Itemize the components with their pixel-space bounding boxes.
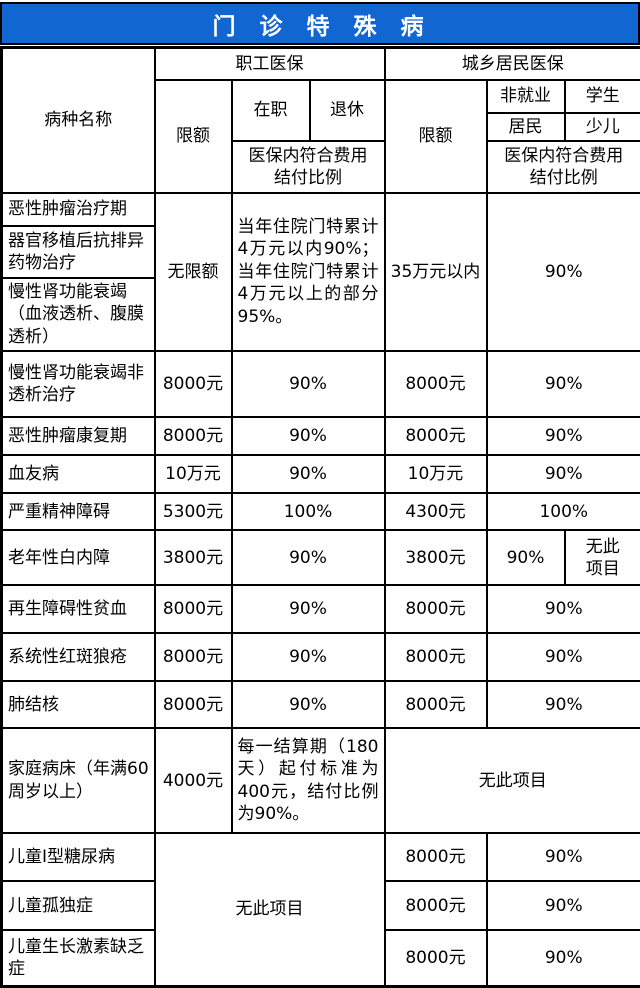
cell-res-student-ratio: 无此 项目 xyxy=(565,530,640,585)
table-row: 儿童Ⅰ型糖尿病 无此项目 8000元 90% xyxy=(2,833,640,881)
cell-res-limit: 4300元 xyxy=(385,493,487,530)
cell-disease-name: 肺结核 xyxy=(2,681,155,728)
cell-disease-name: 恶性肿瘤治疗期 xyxy=(2,193,155,226)
cell-emp-ratio: 90% xyxy=(232,585,385,633)
cell-disease-name: 器官移植后抗排异药物治疗 xyxy=(2,226,155,278)
cell-res-limit: 10万元 xyxy=(385,455,487,493)
table-row: 家庭病床（年满60周岁以上） 4000元 每一结算期（180天）起付标准为400… xyxy=(2,728,640,833)
header-non-employed-bottom: 居民 xyxy=(487,113,565,141)
cell-res-limit: 8000元 xyxy=(385,681,487,728)
header-res-ratio-line1: 医保内符合费用 xyxy=(492,145,637,167)
cell-disease-name: 血友病 xyxy=(2,455,155,493)
header-employed: 在职 xyxy=(232,80,310,141)
cell-emp-limit: 8000元 xyxy=(155,681,232,728)
cell-res-ratio: 90% xyxy=(487,193,640,351)
cell-res-limit: 8000元 xyxy=(385,930,487,986)
cell-disease-name: 严重精神障碍 xyxy=(2,493,155,530)
cell-emp-ratio: 90% xyxy=(232,455,385,493)
cell-res-ratio: 100% xyxy=(487,493,640,530)
header-resident-group: 城乡居民医保 xyxy=(385,48,640,80)
header-emp-ratio-line1: 医保内符合费用 xyxy=(237,145,380,167)
header-disease-name: 病种名称 xyxy=(2,48,155,193)
cell-emp-ratio: 100% xyxy=(232,493,385,530)
table-row: 恶性肿瘤治疗期 无限额 当年住院门特累计4万元以内90%；当年住院门特累计4万元… xyxy=(2,193,640,226)
header-res-ratio-line2: 结付比例 xyxy=(492,167,637,189)
table-row: 肺结核 8000元 90% 8000元 90% xyxy=(2,681,640,728)
cell-emp-not-applicable: 无此项目 xyxy=(155,833,385,986)
cell-disease-name: 家庭病床（年满60周岁以上） xyxy=(2,728,155,833)
cell-res-ratio: 90% xyxy=(487,930,640,986)
cell-res-limit: 3800元 xyxy=(385,530,487,585)
cell-emp-limit: 无限额 xyxy=(155,193,232,351)
cell-disease-name: 系统性红斑狼疮 xyxy=(2,633,155,681)
header-emp-limit: 限额 xyxy=(155,80,232,193)
cell-res-not-applicable: 无此项目 xyxy=(385,728,640,833)
cell-res-limit: 8000元 xyxy=(385,833,487,881)
cell-emp-limit: 8000元 xyxy=(155,585,232,633)
cell-disease-name: 恶性肿瘤康复期 xyxy=(2,417,155,455)
cell-disease-name: 老年性白内障 xyxy=(2,530,155,585)
header-employee-group: 职工医保 xyxy=(155,48,385,80)
table-row: 老年性白内障 3800元 90% 3800元 90% 无此 项目 xyxy=(2,530,640,585)
cell-res-student-ratio-line1: 无此 xyxy=(570,536,637,558)
header-retired: 退休 xyxy=(310,80,385,141)
cell-res-limit: 8000元 xyxy=(385,633,487,681)
header-emp-ratio-line2: 结付比例 xyxy=(237,167,380,189)
cell-res-nonemployed-ratio: 90% xyxy=(487,530,565,585)
table-row: 系统性红斑狼疮 8000元 90% 8000元 90% xyxy=(2,633,640,681)
cell-res-ratio: 90% xyxy=(487,633,640,681)
header-non-employed-top: 非就业 xyxy=(487,80,565,113)
cell-emp-limit: 3800元 xyxy=(155,530,232,585)
cell-emp-limit: 10万元 xyxy=(155,455,232,493)
cell-disease-name: 儿童孤独症 xyxy=(2,881,155,930)
cell-res-ratio: 90% xyxy=(487,455,640,493)
table-row: 恶性肿瘤康复期 8000元 90% 8000元 90% xyxy=(2,417,640,455)
cell-disease-name: 慢性肾功能衰竭（血液透析、腹膜透析） xyxy=(2,278,155,351)
header-res-ratio: 医保内符合费用 结付比例 xyxy=(487,141,640,193)
cell-emp-ratio: 90% xyxy=(232,633,385,681)
cell-emp-limit: 8000元 xyxy=(155,351,232,417)
cell-res-limit: 8000元 xyxy=(385,881,487,930)
header-student-bottom: 少儿 xyxy=(565,113,640,141)
header-res-limit: 限额 xyxy=(385,80,487,193)
cell-emp-ratio: 90% xyxy=(232,351,385,417)
table-header-row: 病种名称 职工医保 城乡居民医保 xyxy=(2,48,640,80)
cell-emp-limit: 5300元 xyxy=(155,493,232,530)
cell-res-limit: 8000元 xyxy=(385,417,487,455)
cell-disease-name: 慢性肾功能衰竭非透析治疗 xyxy=(2,351,155,417)
benefits-table: 病种名称 职工医保 城乡居民医保 限额 在职 退休 限额 非就业 学生 居民 少… xyxy=(0,46,640,988)
cell-emp-limit: 8000元 xyxy=(155,633,232,681)
cell-emp-ratio: 90% xyxy=(232,530,385,585)
cell-emp-ratio: 90% xyxy=(232,417,385,455)
cell-emp-limit: 8000元 xyxy=(155,417,232,455)
cell-res-ratio: 90% xyxy=(487,417,640,455)
cell-res-student-ratio-line2: 项目 xyxy=(570,558,637,580)
cell-emp-ratio: 当年住院门特累计4万元以内90%；当年住院门特累计4万元以上的部分95%。 xyxy=(232,193,385,351)
cell-res-ratio: 90% xyxy=(487,681,640,728)
table-row: 慢性肾功能衰竭非透析治疗 8000元 90% 8000元 90% xyxy=(2,351,640,417)
header-emp-ratio: 医保内符合费用 结付比例 xyxy=(232,141,385,193)
cell-res-ratio: 90% xyxy=(487,585,640,633)
cell-res-ratio: 90% xyxy=(487,351,640,417)
cell-res-ratio: 90% xyxy=(487,833,640,881)
cell-res-limit: 35万元以内 xyxy=(385,193,487,351)
cell-emp-ratio: 每一结算期（180天）起付标准为400元，结付比例为90%。 xyxy=(232,728,385,833)
table-row: 血友病 10万元 90% 10万元 90% xyxy=(2,455,640,493)
cell-emp-ratio: 90% xyxy=(232,681,385,728)
page-title: 门 诊 特 殊 病 xyxy=(0,2,640,45)
cell-disease-name: 儿童Ⅰ型糖尿病 xyxy=(2,833,155,881)
cell-res-limit: 8000元 xyxy=(385,585,487,633)
cell-res-limit: 8000元 xyxy=(385,351,487,417)
cell-res-ratio: 90% xyxy=(487,881,640,930)
cell-disease-name: 再生障碍性贫血 xyxy=(2,585,155,633)
table-row: 再生障碍性贫血 8000元 90% 8000元 90% xyxy=(2,585,640,633)
table-row: 严重精神障碍 5300元 100% 4300元 100% xyxy=(2,493,640,530)
cell-disease-name: 儿童生长激素缺乏症 xyxy=(2,930,155,986)
cell-emp-limit: 4000元 xyxy=(155,728,232,833)
header-student-top: 学生 xyxy=(565,80,640,113)
